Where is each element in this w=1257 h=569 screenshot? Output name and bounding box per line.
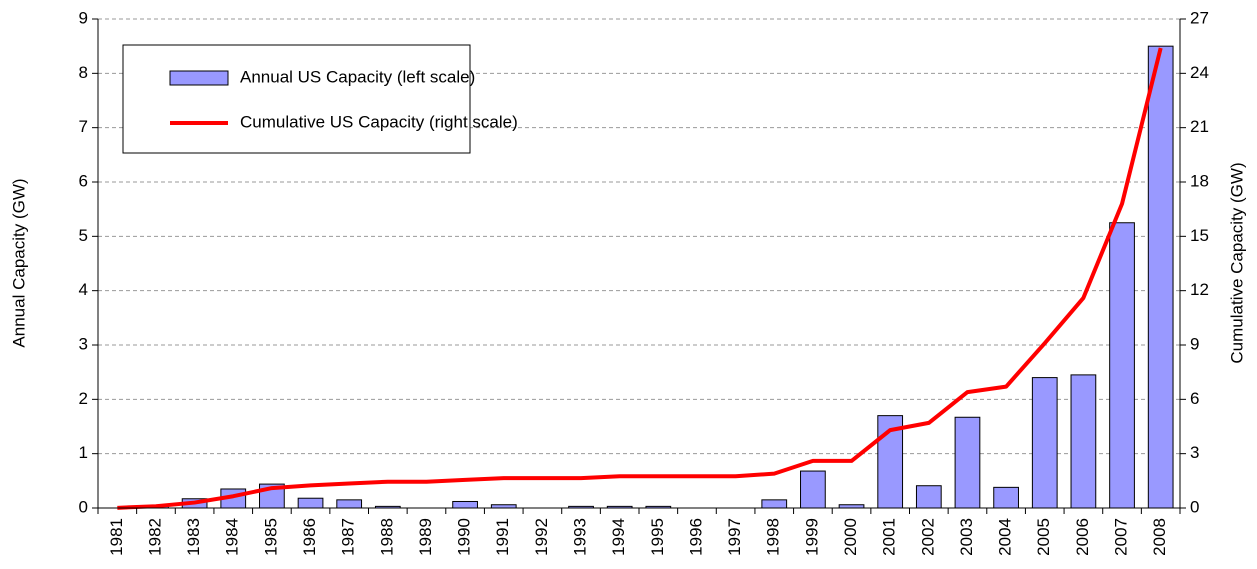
y2-tick-label: 18 (1190, 171, 1209, 190)
y-axis-title: Annual Capacity (GW) (9, 178, 28, 347)
x-tick-label: 1988 (377, 518, 396, 556)
y2-tick-label: 15 (1190, 226, 1209, 245)
y2-tick-label: 3 (1190, 443, 1199, 462)
y-tick-label: 0 (79, 497, 88, 516)
bar (993, 486, 1019, 509)
x-tick-label: 2008 (1150, 518, 1169, 556)
x-tick-label: 1990 (455, 518, 474, 556)
y-tick-label: 5 (79, 226, 88, 245)
x-tick-label: 2000 (841, 518, 860, 556)
bar (1109, 222, 1135, 509)
x-tick-label: 2004 (996, 518, 1015, 556)
y-tick-label: 7 (79, 117, 88, 136)
bar (336, 499, 363, 509)
bar (761, 499, 788, 509)
y-tick-label: 3 (79, 334, 88, 353)
y2-tick-label: 0 (1190, 497, 1199, 516)
x-tick-label: 2006 (1073, 518, 1092, 556)
y2-tick-label: 24 (1190, 63, 1209, 82)
x-tick-label: 1992 (532, 518, 551, 556)
x-tick-label: 2003 (957, 518, 976, 556)
legend-label: Annual US Capacity (left scale) (240, 67, 475, 86)
y-tick-label: 6 (79, 171, 88, 190)
x-tick-label: 2005 (1034, 518, 1053, 556)
x-tick-label: 1994 (609, 518, 628, 556)
y-tick-label: 8 (79, 63, 88, 82)
legend-swatch (169, 70, 229, 86)
bar (1031, 377, 1058, 509)
y2-tick-label: 6 (1190, 389, 1199, 408)
y2-tick-label: 21 (1190, 117, 1209, 136)
bar (1070, 374, 1097, 509)
x-tick-label: 2002 (918, 518, 937, 556)
bar (1147, 45, 1174, 509)
legend-box (122, 44, 471, 154)
x-tick-label: 1986 (300, 518, 319, 556)
x-tick-label: 2007 (1112, 518, 1131, 556)
x-tick-label: 1999 (802, 518, 821, 556)
line (117, 47, 1163, 510)
bar (297, 497, 324, 509)
x-tick-label: 1987 (339, 518, 358, 556)
x-tick-label: 1985 (261, 518, 280, 556)
bar (452, 500, 478, 509)
bar (954, 416, 981, 509)
y2-axis-title: Cumulative Capacity (GW) (1227, 162, 1246, 363)
bar (915, 485, 942, 509)
y-tick-label: 1 (79, 443, 88, 462)
x-tick-label: 1991 (493, 518, 512, 556)
y2-tick-label: 9 (1190, 334, 1199, 353)
y2-tick-label: 27 (1190, 8, 1209, 27)
y-tick-label: 4 (79, 280, 88, 299)
x-tick-label: 1997 (725, 518, 744, 556)
x-tick-label: 1995 (648, 518, 667, 556)
legend-label: Cumulative US Capacity (right scale) (240, 112, 518, 131)
y2-tick-label: 12 (1190, 280, 1209, 299)
x-tick-label: 1989 (416, 518, 435, 556)
x-tick-label: 1984 (223, 518, 242, 556)
x-tick-label: 2001 (880, 518, 899, 556)
x-tick-label: 1996 (686, 518, 705, 556)
x-tick-label: 1981 (107, 518, 126, 556)
x-tick-label: 1982 (145, 518, 164, 556)
y-tick-label: 9 (79, 8, 88, 27)
x-tick-label: 1998 (764, 518, 783, 556)
x-tick-label: 1993 (571, 518, 590, 556)
y-tick-label: 2 (79, 389, 88, 408)
bar (800, 470, 826, 509)
x-tick-label: 1983 (184, 518, 203, 556)
